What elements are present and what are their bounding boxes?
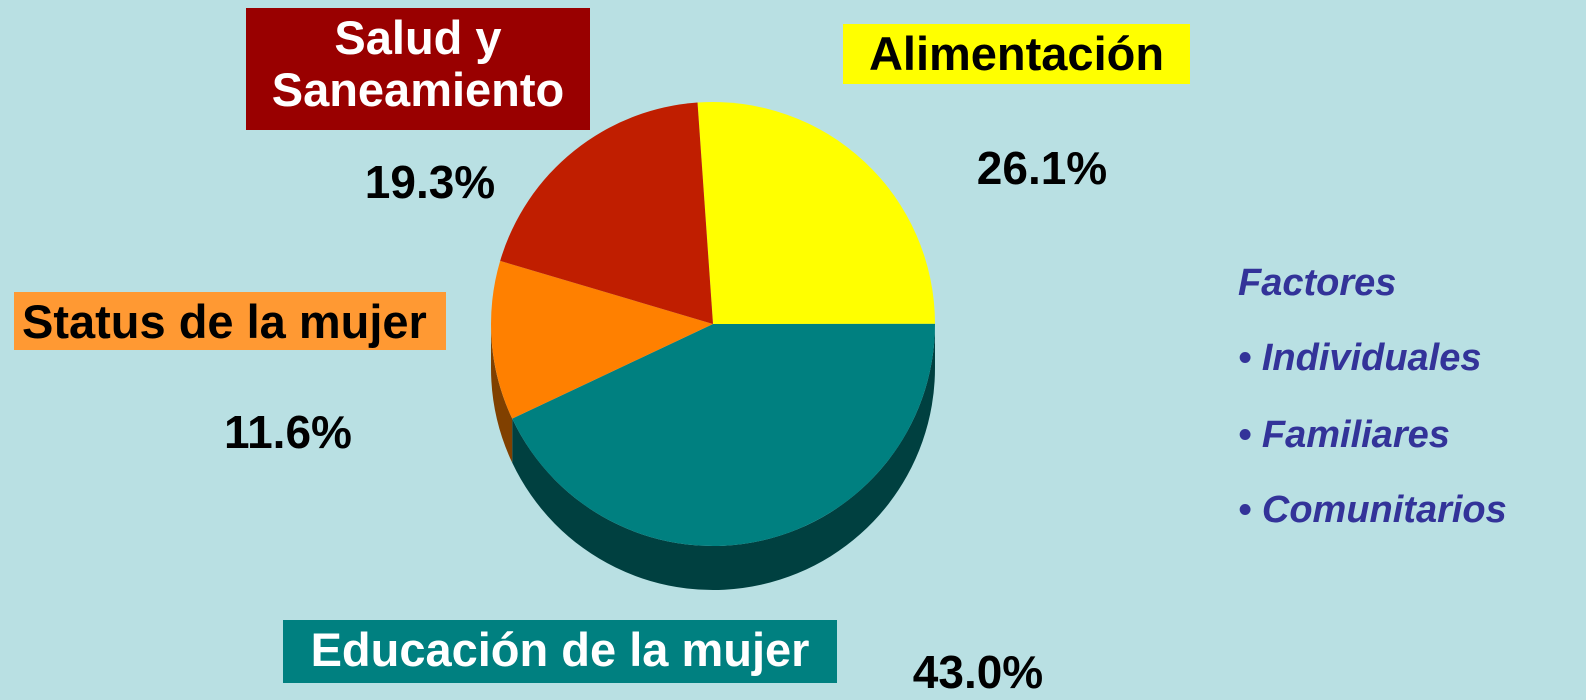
category-label: Status de la mujer [14, 292, 446, 350]
slice-side [491, 324, 513, 463]
category-label: Alimentación [843, 24, 1190, 84]
factor-text: Comunitarios [1261, 489, 1507, 531]
slice [490, 260, 713, 419]
factors-title: Factores [1238, 262, 1397, 304]
value-label: 11.6% [224, 406, 352, 458]
factor-item: • Familiares [1238, 414, 1450, 456]
factor-item: • Individuales [1238, 337, 1482, 379]
value-label: 19.3% [364, 156, 496, 208]
value-label: 26.1% [976, 142, 1108, 194]
slice [500, 102, 713, 325]
category-label: Salud y Saneamiento [246, 8, 590, 130]
slice [697, 102, 935, 324]
factor-text: Familiares [1261, 414, 1450, 456]
slice-side [512, 324, 935, 590]
slice [512, 323, 935, 546]
factor-text: Individuales [1261, 337, 1482, 379]
factor-item: • Comunitarios [1238, 489, 1507, 531]
category-label: Educación de la mujer [283, 620, 837, 683]
value-label: 43.0% [912, 646, 1044, 698]
